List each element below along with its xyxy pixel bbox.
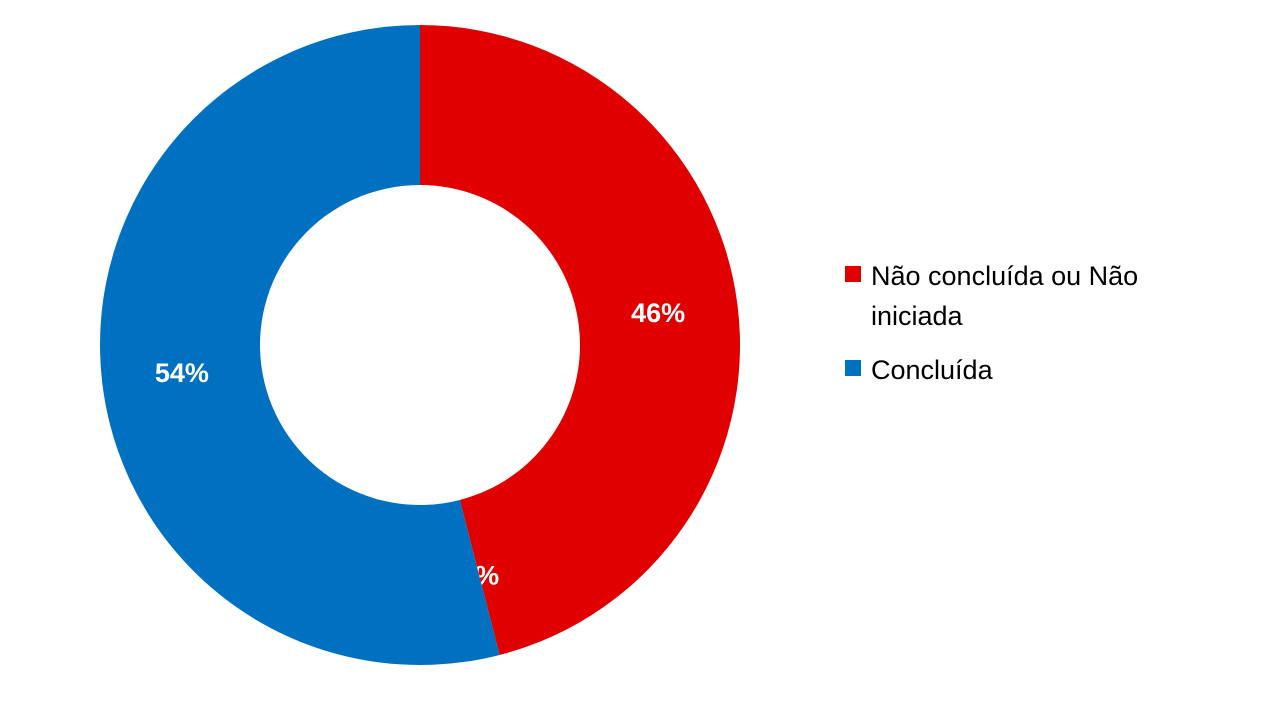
data-label: 54% xyxy=(155,358,209,388)
legend: Não concluída ou Não iniciada Concluída xyxy=(845,256,1175,404)
legend-label: Não concluída ou Não iniciada xyxy=(871,261,1139,331)
legend-swatch xyxy=(845,360,861,376)
slice xyxy=(99,25,500,665)
legend-label: Concluída xyxy=(871,355,993,385)
legend-item: Não concluída ou Não iniciada xyxy=(845,256,1175,336)
legend-item: Concluída xyxy=(845,350,1175,390)
data-label: 46% xyxy=(631,298,685,328)
legend-swatch xyxy=(845,266,861,282)
slice xyxy=(420,25,740,655)
